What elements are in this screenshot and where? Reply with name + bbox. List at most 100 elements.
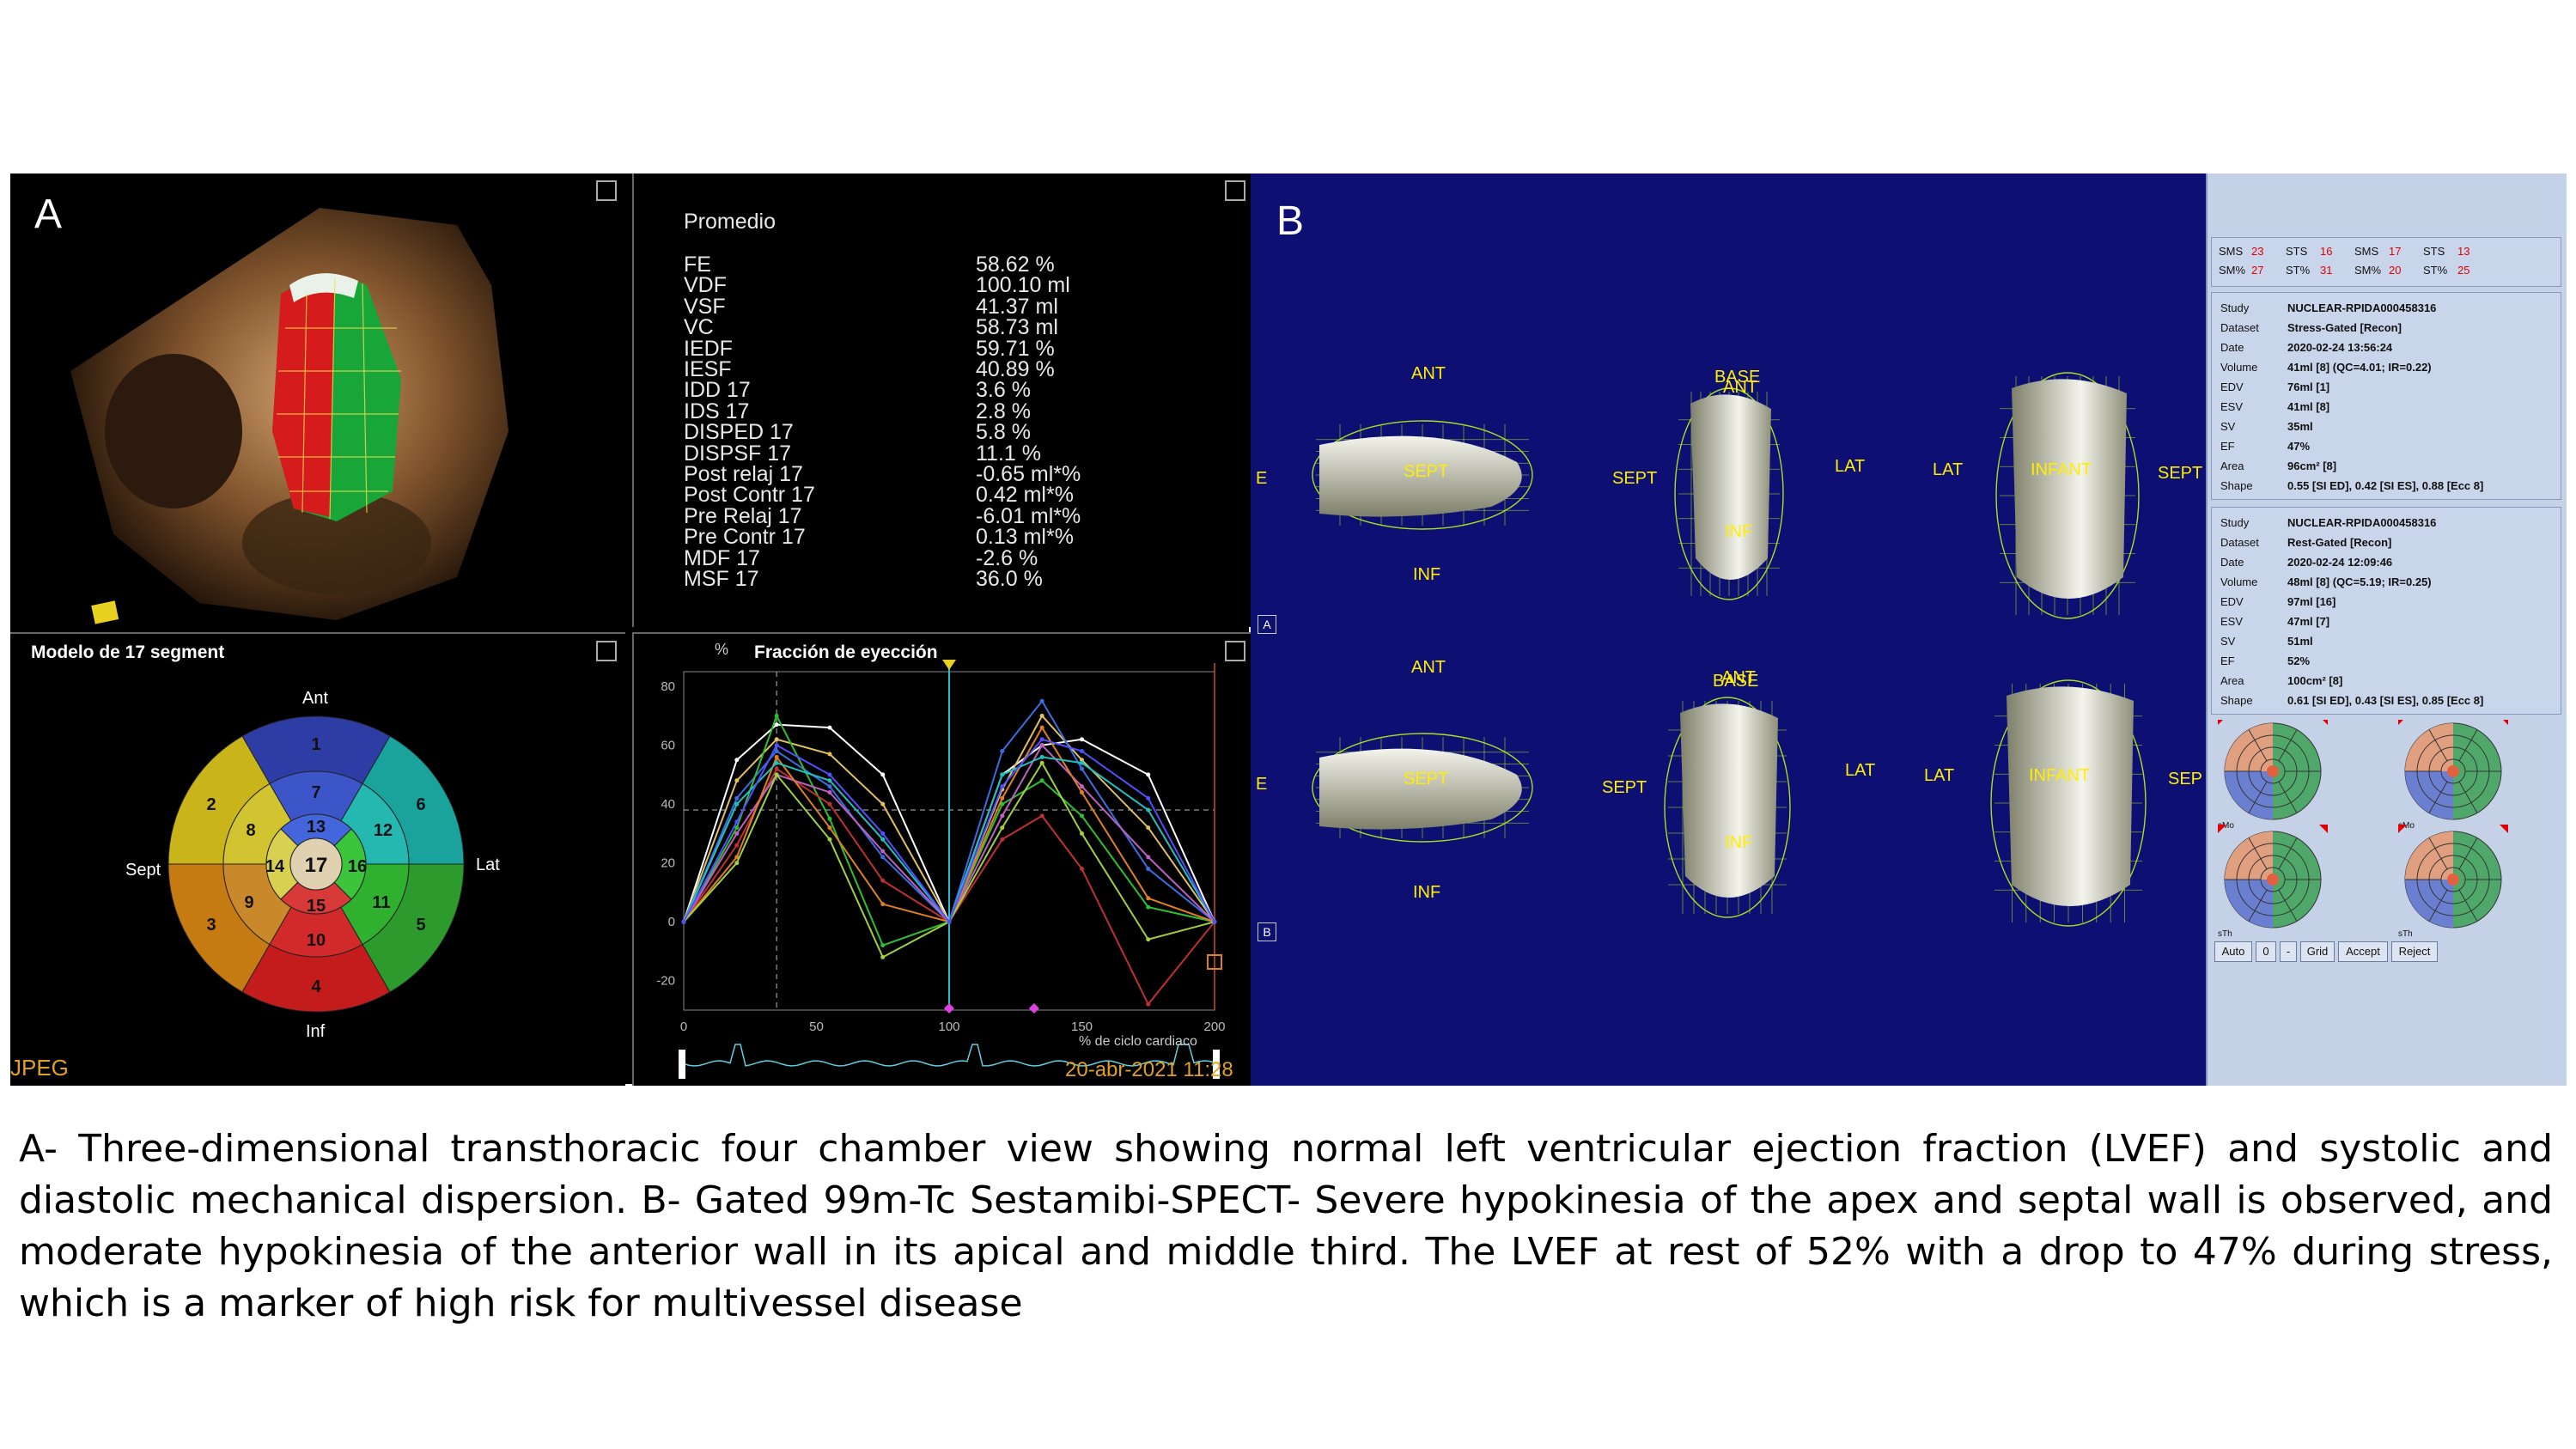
info-key: Area xyxy=(2220,674,2244,687)
bullseye-segment-label: 7 xyxy=(311,783,320,802)
info-value: 0.61 [SI ED], 0.43 [SI ES], 0.85 [Ecc 8] xyxy=(2287,694,2484,707)
polar-map-label: sMo xyxy=(2398,821,2415,831)
series-point xyxy=(734,825,740,831)
bullseye-segment-label: 17 xyxy=(305,854,328,877)
view-label-sept: SEPT xyxy=(1404,770,1449,788)
metric-name: VSF xyxy=(684,294,726,319)
bullseye-segment xyxy=(289,837,343,891)
view-label-lat: LAT xyxy=(1933,460,1964,479)
info-value: 47ml [7] xyxy=(2287,615,2330,628)
metric-name: Post relaj 17 xyxy=(684,462,803,486)
view-label-e: E xyxy=(1256,469,1268,488)
view-label-ant: ANT xyxy=(1723,378,1757,397)
info-key: SV xyxy=(2220,635,2236,648)
info-value: 35ml xyxy=(2287,420,2313,433)
series-point xyxy=(774,743,779,748)
reject-button[interactable]: Reject xyxy=(2391,941,2438,962)
score-label: SM% xyxy=(2219,264,2246,277)
view-label-sept: SEPT xyxy=(1602,778,1647,797)
polar-map-corner xyxy=(2319,825,2328,833)
ventricle-surface xyxy=(1680,703,1778,898)
metric-value: 59.71 % xyxy=(976,336,1055,361)
polar-map-corner xyxy=(2398,720,2403,725)
row-label-b[interactable]: B xyxy=(1258,922,1276,941)
bullseye-segment-label: 15 xyxy=(307,897,326,916)
series-point xyxy=(880,849,886,854)
series-point xyxy=(880,902,886,907)
metric-value: -6.01 ml*% xyxy=(976,503,1081,528)
metric-value: -0.65 ml*% xyxy=(976,462,1081,486)
expand-icon[interactable] xyxy=(596,641,617,661)
polar-map-label: sTh xyxy=(2398,929,2413,939)
figure-caption: A- Three-dimensional transthoracic four … xyxy=(19,1127,2553,1325)
view-label-ant: ANT xyxy=(1411,364,1446,383)
x-tick-label: 0 xyxy=(680,1020,687,1034)
bullseye-segment-label: 12 xyxy=(374,821,393,840)
bullseye-segment-label: 6 xyxy=(416,795,425,814)
jpeg-label: JPEG xyxy=(10,1055,69,1081)
series-point xyxy=(880,831,886,836)
info-key: SV xyxy=(2220,420,2236,433)
expand-icon[interactable] xyxy=(1225,641,1245,661)
echo-3d-view: A xyxy=(10,174,625,627)
expand-icon[interactable] xyxy=(1225,180,1245,201)
view-label-e: E xyxy=(1256,775,1268,794)
accept-button[interactable]: Accept xyxy=(2338,941,2388,962)
metric-name: DISPED 17 xyxy=(684,420,794,445)
series-point xyxy=(774,772,779,777)
metric-name: FE xyxy=(684,253,711,277)
score-label: SMS xyxy=(2354,245,2379,258)
info-key: Area xyxy=(2220,460,2244,472)
series-point xyxy=(1039,743,1044,748)
x-tick-label: 150 xyxy=(1071,1020,1093,1034)
series-point xyxy=(1146,795,1151,801)
series-point xyxy=(827,772,832,777)
view-label-ant: ANT xyxy=(1411,658,1446,677)
bullseye-segment-label: 13 xyxy=(307,818,326,837)
score-value: 13 xyxy=(2457,245,2470,258)
metric-name: MSF 17 xyxy=(684,567,759,591)
series-point xyxy=(1146,807,1151,813)
ef-chart-panel: Fracción de eyección % 80 60 40 20 0 -20 0 50 10… xyxy=(632,632,1251,1086)
series-point xyxy=(1000,772,1005,777)
series-point xyxy=(1080,760,1084,765)
metric-name: IDS 17 xyxy=(684,399,750,423)
bullseye-segment-label: 2 xyxy=(206,795,216,814)
info-key: Volume xyxy=(2220,575,2258,588)
panel-b-letter: B xyxy=(1276,198,1305,244)
series-point xyxy=(1000,795,1005,801)
bullseye-segment-label: 4 xyxy=(311,977,321,996)
series-point xyxy=(1039,725,1044,730)
ef-chart-x-label: % de ciclo cardiaco xyxy=(1079,1034,1197,1049)
series-point xyxy=(880,855,886,860)
zero-button[interactable]: 0 xyxy=(2256,941,2276,962)
grid-button[interactable]: Grid xyxy=(2300,941,2335,962)
ef-timestamp: 20-abr-2021 11:28 xyxy=(1065,1058,1233,1081)
view-label-infant: INFANT xyxy=(2031,460,2092,479)
bullseye-segment-label: 9 xyxy=(244,893,253,912)
auto-button[interactable]: Auto xyxy=(2214,941,2252,962)
series-point xyxy=(774,713,779,718)
panel-a-letter: A xyxy=(34,192,63,237)
info-key: EF xyxy=(2220,654,2235,667)
info-value: 0.55 [SI ED], 0.42 [SI ES], 0.88 [Ecc 8] xyxy=(2287,479,2484,492)
series-point xyxy=(1000,837,1005,842)
series-point xyxy=(1146,772,1151,777)
row-label-a[interactable]: A xyxy=(1258,615,1276,634)
ventricle-surface xyxy=(1690,394,1771,580)
series-point xyxy=(827,778,832,783)
series-point xyxy=(734,801,740,807)
ventricle-surface xyxy=(1319,748,1522,830)
series-point xyxy=(880,954,886,959)
series-point xyxy=(774,754,779,759)
score-label: SMS xyxy=(2219,245,2244,258)
info-value: 2020-02-24 12:09:46 xyxy=(2287,556,2393,569)
series-point xyxy=(827,752,832,757)
series-point xyxy=(827,789,832,795)
expand-icon[interactable] xyxy=(596,180,617,201)
minus-button[interactable]: - xyxy=(2280,941,2297,962)
metric-value: 0.42 ml*% xyxy=(976,483,1074,508)
info-key: Dataset xyxy=(2220,536,2259,549)
polar-map-label: sTh xyxy=(2218,929,2232,939)
